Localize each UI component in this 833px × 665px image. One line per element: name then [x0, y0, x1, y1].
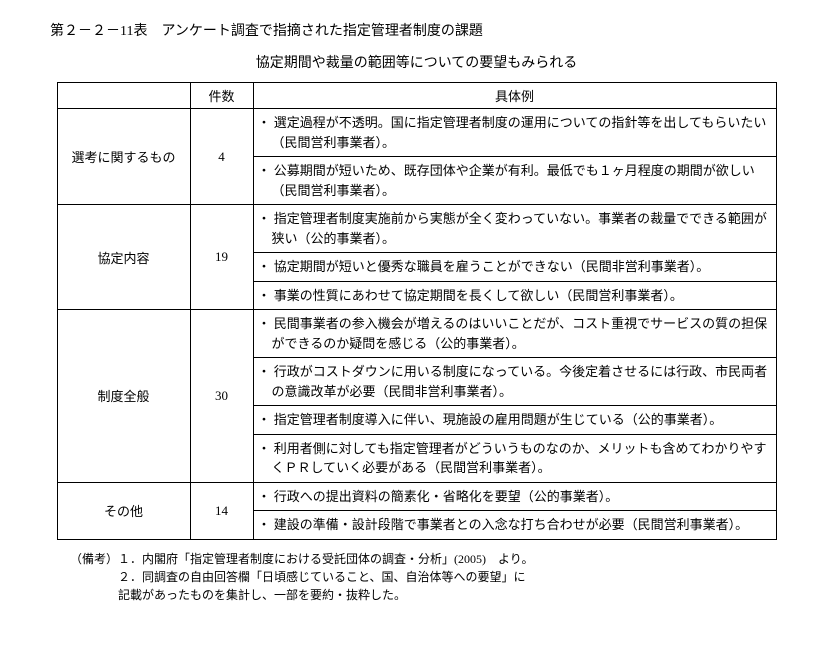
category-cell: 制度全般 [57, 310, 190, 483]
example-item: 指定管理者制度導入に伴い、現施設の雇用問題が生じている（公的事業者）。 [254, 406, 776, 435]
category-cell: 協定内容 [57, 205, 190, 310]
category-cell: その他 [57, 482, 190, 539]
table-title: 第２－２－11表 アンケート調査で指摘された指定管理者制度の課題 [50, 20, 793, 40]
table-row: その他14行政への提出資料の簡素化・省略化を要望（公的事業者）。建設の準備・設計… [57, 482, 776, 539]
examples-cell: 指定管理者制度実施前から実態が全く変わっていない。事業者の裁量でできる範囲が狭い… [253, 205, 776, 310]
example-item: 指定管理者制度実施前から実態が全く変わっていない。事業者の裁量でできる範囲が狭い… [254, 205, 776, 253]
examples-cell: 民間事業者の参入機会が増えるのはいいことだが、コスト重視でサービスの質の担保がで… [253, 310, 776, 483]
example-item: 行政がコストダウンに用いる制度になっている。今後定着させるには行政、市民両者の意… [254, 358, 776, 406]
table-subtitle: 協定期間や裁量の範囲等についての要望もみられる [40, 52, 793, 72]
issues-table: 件数 具体例 選考に関するもの4選定過程が不透明。国に指定管理者制度の運用につい… [57, 82, 777, 540]
count-cell: 4 [190, 109, 253, 205]
count-cell: 14 [190, 482, 253, 539]
note-2: ２．同調査の自由回答欄「日頃感じていること、国、自治体等への要望」に [118, 570, 526, 584]
example-item: 選定過程が不透明。国に指定管理者制度の運用についての指針等を出してもらいたい（民… [254, 109, 776, 157]
examples-cell: 行政への提出資料の簡素化・省略化を要望（公的事業者）。建設の準備・設計段階で事業… [253, 482, 776, 539]
example-item: 民間事業者の参入機会が増えるのはいいことだが、コスト重視でサービスの質の担保がで… [254, 310, 776, 358]
note-1: １．内閣府「指定管理者制度における受託団体の調査・分析」(2005) より。 [118, 552, 534, 566]
example-item: 公募期間が短いため、既存団体や企業が有利。最低でも１ヶ月程度の期間が欲しい（民間… [254, 157, 776, 204]
header-examples: 具体例 [253, 83, 776, 109]
table-row: 選考に関するもの4選定過程が不透明。国に指定管理者制度の運用についての指針等を出… [57, 109, 776, 205]
header-count: 件数 [190, 83, 253, 109]
notes-section: （備考）１．内閣府「指定管理者制度における受託団体の調査・分析」(2005) よ… [70, 550, 793, 604]
example-item: 行政への提出資料の簡素化・省略化を要望（公的事業者）。 [254, 483, 776, 512]
example-item: 建設の準備・設計段階で事業者との入念な打ち合わせが必要（民間営利事業者）。 [254, 511, 776, 539]
examples-cell: 選定過程が不透明。国に指定管理者制度の運用についての指針等を出してもらいたい（民… [253, 109, 776, 205]
table-row: 協定内容19指定管理者制度実施前から実態が全く変わっていない。事業者の裁量ででき… [57, 205, 776, 310]
count-cell: 19 [190, 205, 253, 310]
example-item: 利用者側に対しても指定管理者がどういうものなのか、メリットも含めてわかりやすくＰ… [254, 435, 776, 482]
header-category [57, 83, 190, 109]
count-cell: 30 [190, 310, 253, 483]
example-item: 協定期間が短いと優秀な職員を雇うことができない（民間非営利事業者）。 [254, 253, 776, 282]
note-2b: 記載があったものを集計し、一部を要約・抜粋した。 [118, 588, 406, 602]
notes-label: （備考） [70, 552, 118, 566]
table-row: 制度全般30民間事業者の参入機会が増えるのはいいことだが、コスト重視でサービスの… [57, 310, 776, 483]
example-item: 事業の性質にあわせて協定期間を長くして欲しい（民間営利事業者）。 [254, 282, 776, 310]
category-cell: 選考に関するもの [57, 109, 190, 205]
